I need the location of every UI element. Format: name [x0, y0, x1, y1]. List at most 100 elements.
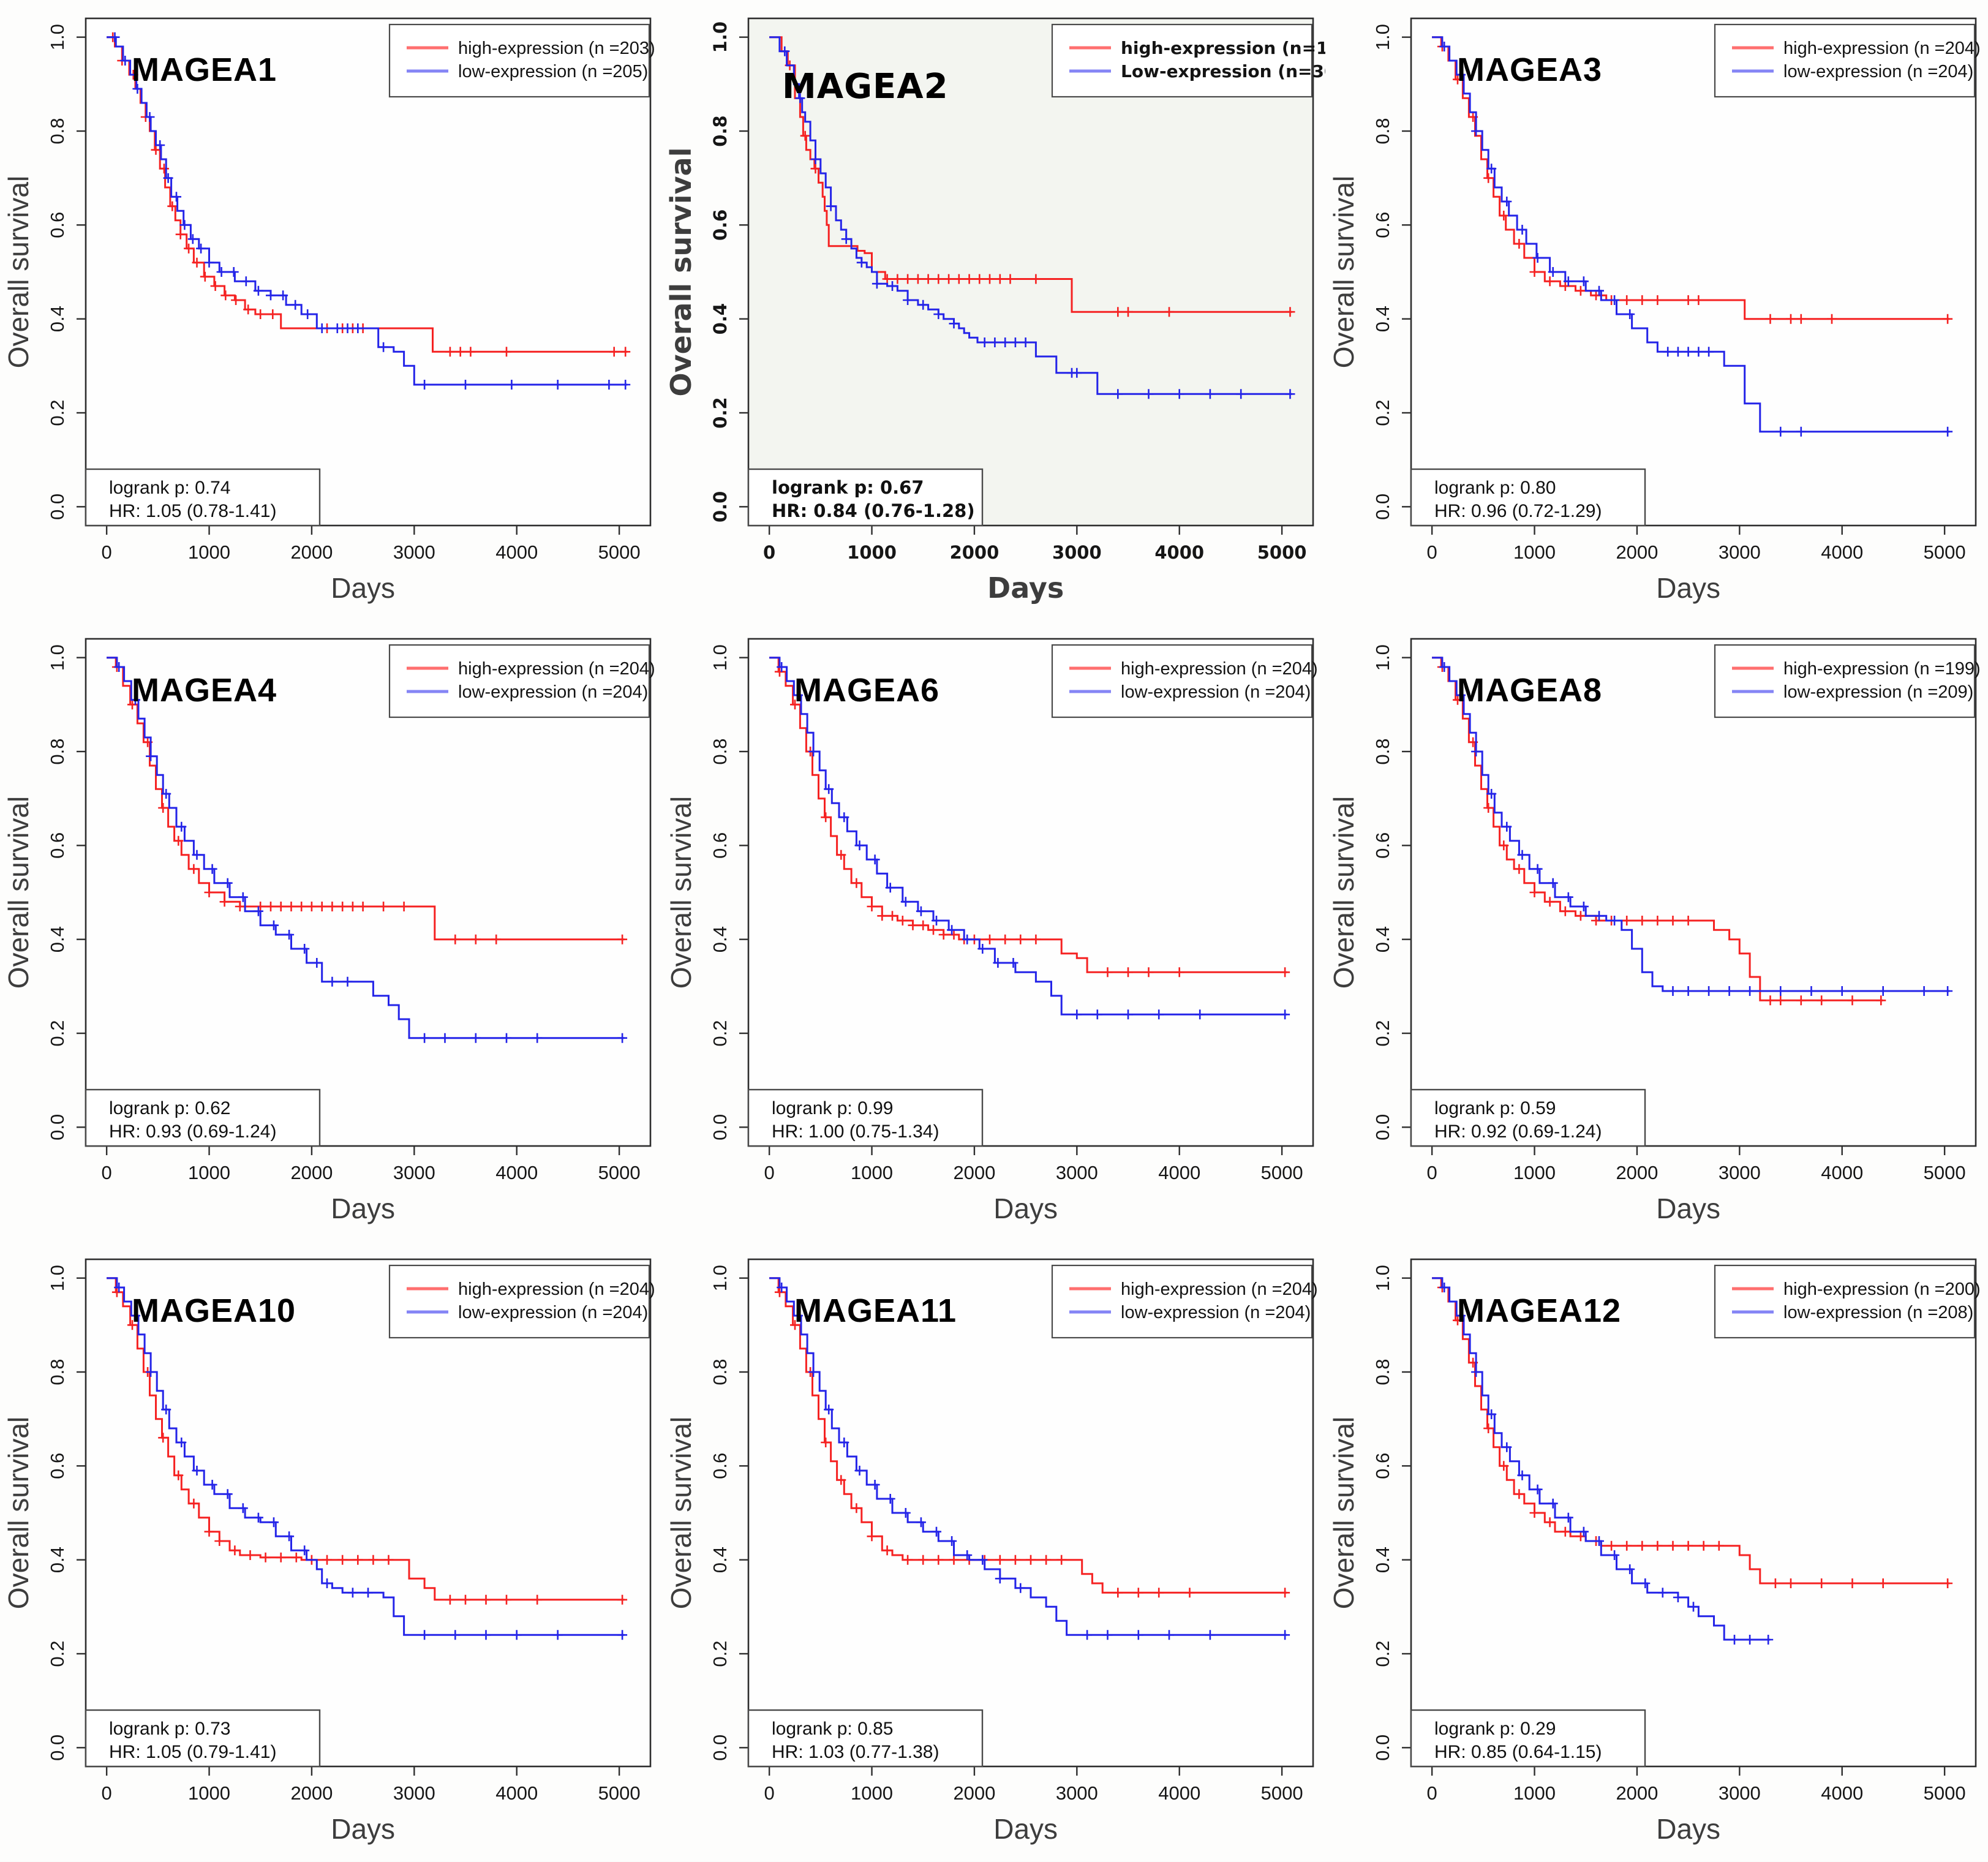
x-tick-label: 5000 — [1924, 541, 1966, 563]
y-tick-label: 0.8 — [710, 115, 731, 146]
censor-marks-low — [114, 662, 628, 1043]
legend-box — [1051, 1264, 1313, 1339]
y-tick-label: 0.0 — [710, 491, 731, 522]
stats-box — [85, 468, 321, 527]
legend-label-low: low-expression (n =209) — [1783, 682, 1973, 702]
y-tick-label: 0.0 — [47, 1735, 68, 1761]
x-tick-label: 3000 — [393, 1162, 435, 1183]
legend-label-low: low-expression (n =204) — [458, 1303, 648, 1322]
survival-curve-low-magea10 — [107, 1277, 625, 1636]
x-axis-label: Days — [1656, 1813, 1720, 1845]
stats-box — [1410, 468, 1646, 527]
legend-label-high: high-expression (n =204) — [1783, 39, 1981, 58]
stats-box — [747, 1088, 984, 1147]
x-tick-label: 2000 — [950, 542, 1000, 563]
legend-label-low: low-expression (n =208) — [1783, 1303, 1973, 1322]
plot-frame — [1410, 638, 1977, 1147]
plot-frame — [747, 1258, 1314, 1768]
gene-title: MAGEA10 — [132, 1292, 296, 1329]
y-tick-label: 0.8 — [47, 1359, 68, 1385]
x-tick-label: 0 — [1427, 1782, 1437, 1804]
km-panel-magea11: 0 1000 2000 3000 4000 5000 0.0 0.2 0.4 0.6 0.8 1.0 D… — [663, 1241, 1325, 1861]
y-tick-label: 0.6 — [47, 1453, 68, 1479]
logrank-p-value: logrank p: 0.73 — [109, 1719, 230, 1739]
logrank-p-value: logrank p: 0.80 — [1434, 478, 1556, 498]
y-tick-label: 0.0 — [47, 494, 68, 520]
y-tick-label: 0.4 — [709, 1547, 731, 1573]
y-tick-label: 0.2 — [710, 397, 731, 428]
y-tick-label: 1.0 — [1372, 1265, 1393, 1291]
legend-box — [388, 23, 650, 98]
x-tick-label: 1000 — [188, 1162, 230, 1183]
gene-title: MAGEA6 — [794, 672, 939, 709]
y-tick-label: 0.6 — [1372, 1453, 1393, 1479]
plot-area — [748, 18, 1313, 526]
x-tick-label: 4000 — [1821, 1162, 1863, 1183]
censor-marks-low — [780, 46, 1295, 399]
legend-box — [388, 1264, 650, 1339]
y-tick-label: 0.8 — [47, 118, 68, 144]
x-tick-label: 1000 — [1513, 1162, 1556, 1183]
y-axis-label: Overall survival — [1328, 1417, 1360, 1609]
y-tick-label: 0.0 — [1372, 1735, 1393, 1761]
hazard-ratio: HR: 0.93 (0.69-1.24) — [109, 1121, 276, 1142]
hazard-ratio: HR: 0.92 (0.69-1.24) — [1434, 1121, 1602, 1142]
legend-label-high: high-expression (n =204) — [1121, 659, 1318, 679]
y-tick-label: 0.8 — [1372, 118, 1393, 144]
stats-box — [747, 1709, 984, 1768]
km-panel-magea2: 0 1000 2000 3000 4000 5000 0.0 0.2 0.4 0.6 0.8 1.0 D… — [663, 0, 1325, 620]
x-tick-label: 0 — [763, 542, 775, 563]
y-tick-label: 0.2 — [1372, 1020, 1393, 1046]
x-tick-label: 2000 — [1616, 541, 1658, 563]
y-tick-label: 0.6 — [709, 1453, 731, 1479]
x-tick-label: 5000 — [598, 1162, 641, 1183]
plot-frame — [85, 17, 652, 527]
x-tick-label: 1000 — [851, 1782, 893, 1804]
x-axis-label: Days — [331, 572, 395, 604]
x-tick-label: 2000 — [953, 1162, 995, 1183]
x-tick-label: 2000 — [290, 541, 333, 563]
legend-label-high: high-expression (n =203) — [458, 39, 655, 58]
stats-box — [1410, 1088, 1646, 1147]
y-tick-label: 0.4 — [47, 306, 68, 332]
y-tick-label: 0.0 — [1372, 494, 1393, 520]
x-tick-label: 3000 — [1056, 1162, 1098, 1183]
x-tick-label: 3000 — [1719, 1162, 1761, 1183]
y-axis-label: Overall survival — [2, 1417, 34, 1609]
x-axis-label: Days — [331, 1813, 395, 1845]
censor-marks-low — [777, 1283, 1290, 1640]
y-tick-label: 0.6 — [47, 832, 68, 859]
y-tick-label: 0.8 — [1372, 1359, 1393, 1385]
logrank-p-value: logrank p: 0.59 — [1434, 1098, 1556, 1118]
km-panel-magea8: 0 1000 2000 3000 4000 5000 0.0 0.2 0.4 0.6 0.8 1.0 D… — [1325, 620, 1988, 1241]
x-tick-label: 2000 — [1616, 1782, 1658, 1804]
x-tick-label: 5000 — [1924, 1162, 1966, 1183]
x-tick-label: 4000 — [1821, 1782, 1863, 1804]
legend-box — [388, 644, 650, 718]
censor-marks-low — [1439, 1283, 1774, 1645]
hazard-ratio: HR: 0.84 (0.76-1.28) — [772, 500, 975, 521]
stats-box — [747, 468, 984, 527]
gene-title: MAGEA3 — [1457, 51, 1602, 88]
legend-label-low: low-expression (n =204) — [1783, 62, 1973, 81]
x-tick-label: 3000 — [1719, 541, 1761, 563]
plot-frame — [85, 1258, 652, 1768]
x-tick-label: 1000 — [1513, 541, 1556, 563]
x-tick-label: 4000 — [1158, 1782, 1200, 1804]
x-tick-label: 5000 — [1261, 1782, 1303, 1804]
x-axis-label: Days — [1656, 572, 1720, 604]
logrank-p-value: logrank p: 0.74 — [109, 478, 230, 498]
plot-area — [86, 1259, 650, 1766]
logrank-p-value: logrank p: 0.85 — [772, 1719, 893, 1739]
hazard-ratio: HR: 1.05 (0.78-1.41) — [109, 501, 276, 521]
x-tick-label: 0 — [764, 1782, 775, 1804]
y-tick-label: 0.4 — [47, 926, 68, 952]
gene-title: MAGEA1 — [132, 51, 277, 88]
hazard-ratio: HR: 1.05 (0.79-1.41) — [109, 1742, 276, 1762]
y-tick-label: 0.4 — [710, 303, 731, 334]
x-tick-label: 4000 — [1158, 1162, 1200, 1183]
gene-title: MAGEA11 — [794, 1292, 957, 1329]
survival-curve-low-magea11 — [769, 1277, 1287, 1636]
y-tick-label: 0.6 — [709, 832, 731, 859]
x-tick-label: 1000 — [851, 1162, 893, 1183]
